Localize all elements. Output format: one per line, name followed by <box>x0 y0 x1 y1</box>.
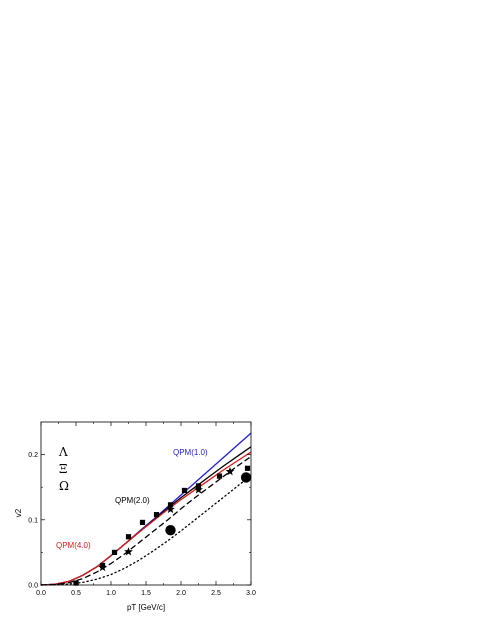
x-tick-label: 1.0 <box>106 590 116 597</box>
curve-solid-0 <box>40 432 252 586</box>
square-marker <box>244 465 251 471</box>
square-marker <box>125 534 132 540</box>
star-marker <box>98 562 107 572</box>
curve-dotted-4 <box>40 474 252 586</box>
legend-xi: Ξ <box>59 462 67 476</box>
star-marker <box>225 466 235 476</box>
star-marker <box>194 485 203 494</box>
y-axis-label: v2 <box>14 508 23 517</box>
x-tick-label: 2.5 <box>211 590 221 597</box>
x-tick-label: 0.0 <box>36 590 46 597</box>
curve-solid-2 <box>40 451 252 586</box>
star-marker <box>124 547 133 556</box>
square-marker <box>139 519 146 526</box>
curve-solid-1 <box>40 446 252 586</box>
annotation-qpm-4: QPM(4.0) <box>56 541 91 550</box>
x-tick-label: 2.0 <box>176 590 186 597</box>
star-marker <box>166 504 175 514</box>
legend-lambda: Λ <box>58 445 68 459</box>
square-marker <box>111 549 118 555</box>
square-marker <box>181 487 188 494</box>
y-tick-label: 0.1 <box>28 517 38 524</box>
legend-omega: Ω <box>59 479 69 493</box>
x-axis-label: pT [GeV/c] <box>127 603 165 612</box>
circle-marker <box>240 472 252 483</box>
annotation-qpm-2: QPM(2.0) <box>115 496 150 505</box>
annotation-qpm-1: QPM(1.0) <box>173 448 208 457</box>
x-tick-label: 0.5 <box>71 590 81 597</box>
square-marker <box>153 511 160 518</box>
x-tick-label: 1.5 <box>141 590 151 597</box>
square-marker <box>216 473 223 479</box>
y-tick-label: 0.0 <box>28 583 38 590</box>
curve-dashed-3 <box>40 456 252 586</box>
y-tick-label: 0.2 <box>28 452 38 459</box>
circle-marker <box>165 525 176 536</box>
x-tick-label: 3.0 <box>246 590 256 597</box>
